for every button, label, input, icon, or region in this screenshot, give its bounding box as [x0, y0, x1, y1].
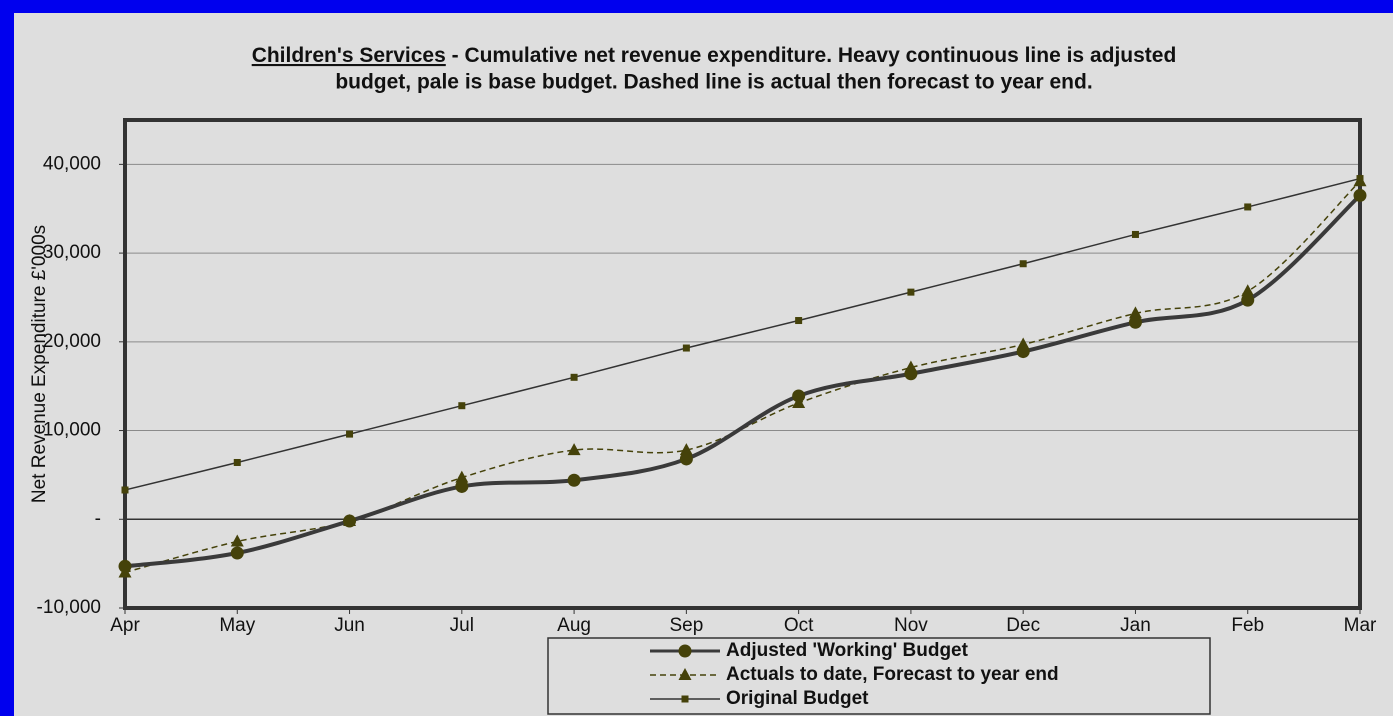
marker — [1128, 315, 1142, 329]
series-line — [124, 177, 1361, 491]
y-tick-label: -10,000 — [37, 597, 101, 618]
x-tick-label: May — [219, 615, 255, 636]
legend-label: Original Budget — [726, 688, 869, 709]
marker — [230, 546, 244, 560]
marker — [1244, 203, 1252, 211]
title-part: - Cumulative net revenue expenditure. He… — [446, 44, 1177, 67]
marker — [346, 430, 354, 438]
x-tick-label: Sep — [669, 615, 703, 636]
marker — [343, 514, 357, 528]
marker — [1241, 284, 1255, 297]
marker — [455, 479, 469, 493]
marker — [678, 668, 692, 680]
y-axis-label: Net Revenue Expenditure £'000s — [29, 225, 50, 503]
x-tick-label: Jun — [334, 615, 365, 636]
x-tick-label: Feb — [1231, 615, 1264, 636]
legend-label: Actuals to date, Forecast to year end — [726, 664, 1059, 685]
marker — [567, 473, 581, 487]
marker — [233, 458, 241, 466]
x-tick-label: Aug — [557, 615, 591, 636]
marker — [679, 452, 693, 466]
marker — [230, 534, 244, 547]
x-tick-label: Jan — [1120, 615, 1151, 636]
marker — [795, 317, 803, 325]
marker — [681, 695, 689, 703]
marker — [1019, 260, 1027, 268]
marker — [1353, 188, 1367, 202]
legend-label: Adjusted 'Working' Budget — [726, 640, 969, 661]
marker — [907, 288, 915, 296]
x-tick-label: Dec — [1006, 615, 1040, 636]
marker — [570, 373, 578, 381]
marker — [1131, 230, 1139, 238]
marker — [458, 402, 466, 410]
marker — [679, 443, 693, 456]
y-tick-label: 30,000 — [43, 242, 101, 263]
chart-title: Children's Services - Cumulative net rev… — [252, 44, 1177, 67]
marker — [121, 486, 129, 494]
x-tick-label: Mar — [1344, 615, 1377, 636]
marker — [904, 367, 918, 381]
marker — [1241, 293, 1255, 307]
x-tick-label: Nov — [894, 615, 928, 636]
marker — [682, 344, 690, 352]
x-tick-label: Jul — [450, 615, 474, 636]
series-line — [124, 193, 1362, 569]
marker — [678, 644, 692, 658]
y-tick-label: - — [95, 508, 101, 529]
marker — [792, 389, 806, 403]
y-tick-label: 10,000 — [43, 420, 101, 441]
x-tick-label: Oct — [784, 615, 814, 636]
marker — [455, 470, 469, 483]
y-tick-label: 20,000 — [43, 331, 101, 352]
x-tick-label: Apr — [110, 615, 140, 636]
plot-border — [123, 118, 1362, 610]
marker — [1016, 345, 1030, 359]
marker — [1353, 174, 1367, 187]
chart-title: budget, pale is base budget. Dashed line… — [335, 71, 1092, 94]
y-tick-label: 40,000 — [43, 153, 101, 174]
marker — [118, 559, 132, 573]
marker — [1128, 306, 1142, 319]
marker — [567, 443, 581, 456]
title-part: Children's Services — [252, 44, 446, 67]
